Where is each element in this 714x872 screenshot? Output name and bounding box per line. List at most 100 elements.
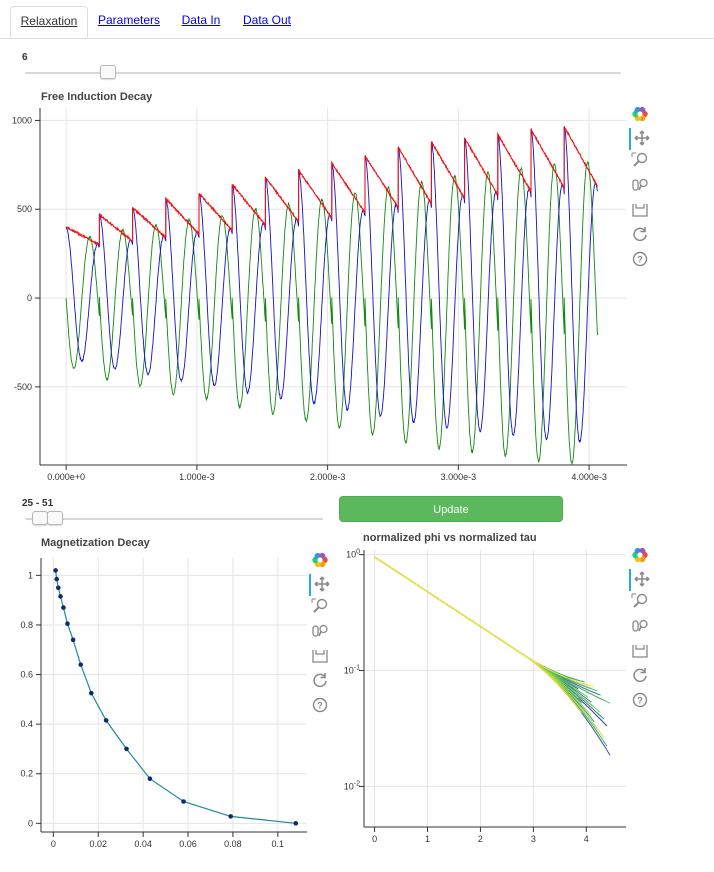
norm-curve — [374, 556, 585, 683]
fid-imag-series — [65, 160, 598, 465]
fid-lines — [65, 126, 598, 465]
mag-data-point — [181, 799, 186, 804]
x-tick-label: 0 — [51, 839, 56, 848]
save-icon[interactable] — [629, 641, 653, 663]
mag-data-point — [88, 690, 94, 696]
mag-data-point — [103, 718, 109, 723]
x-tick-label: 2 — [478, 834, 483, 844]
x-tick-label: 1 — [425, 834, 430, 844]
mag-data-point — [147, 776, 153, 781]
range-slider-track[interactable] — [25, 518, 323, 520]
reset-icon[interactable] — [629, 224, 653, 246]
pan-icon[interactable] — [629, 569, 655, 591]
update-button[interactable]: Update — [339, 496, 563, 522]
norm-plot-title: normalized phi vs normalized tau — [363, 532, 537, 544]
top-slider-value: 6 — [22, 52, 28, 63]
x-tick-label: 3 — [531, 834, 536, 844]
x-tick-label: 4.000e-3 — [571, 472, 607, 482]
norm-curve — [374, 556, 605, 738]
top-slider-track[interactable] — [25, 72, 621, 74]
x-tick-label: 0.08 — [224, 839, 242, 848]
help-icon[interactable]: ? — [629, 249, 653, 271]
mag-data-point — [65, 621, 70, 627]
norm-grid — [364, 550, 626, 827]
y-tick-label: 0.4 — [20, 719, 33, 729]
x-tick-label: 0.06 — [179, 839, 197, 848]
mag-data-point — [228, 814, 233, 819]
norm-plot[interactable]: 0 1 2 3 4 100 10-1 10-2 — [330, 540, 630, 850]
box-zoom-icon[interactable] — [629, 591, 653, 613]
save-icon[interactable] — [629, 200, 653, 222]
y-tick-label: 10-1 — [344, 665, 360, 676]
pan-icon[interactable] — [309, 574, 335, 596]
range-slider-value: 25 - 51 — [22, 498, 54, 509]
tab-bar: Relaxation Parameters Data In Data Out — [0, 0, 714, 39]
help-icon[interactable]: ? — [629, 690, 653, 712]
fid-axes: 0.000e+0 1.000e-3 2.000e-3 3.000e-3 4.000e-3… — [12, 108, 627, 482]
save-icon[interactable] — [309, 646, 333, 668]
norm-curve — [374, 556, 608, 747]
mag-data-point — [58, 594, 63, 599]
mag-lines — [53, 568, 299, 826]
x-tick-label: 2.000e-3 — [310, 472, 346, 482]
x-tick-label: 0.1 — [272, 839, 285, 848]
reset-icon[interactable] — [629, 665, 653, 687]
norm-curve — [374, 556, 595, 723]
norm-curve — [374, 556, 595, 688]
y-tick-label: 1000 — [12, 115, 32, 125]
x-tick-label: 0.000e+0 — [47, 472, 85, 482]
y-tick-label: 10-2 — [344, 780, 360, 791]
norm-curve — [374, 556, 598, 730]
norm-curve — [374, 556, 589, 686]
bokeh-logo-icon[interactable] — [629, 104, 653, 126]
tab-parameters[interactable]: Parameters — [97, 13, 161, 27]
wheel-zoom-icon[interactable] — [629, 175, 653, 197]
norm-curve — [374, 556, 592, 716]
norm-curve — [374, 556, 592, 690]
fid-plot[interactable]: 0.000e+0 1.000e-3 2.000e-3 3.000e-3 4.000e-3… — [0, 100, 630, 485]
norm-axes: 0 1 2 3 4 100 10-1 10-2 — [344, 549, 626, 844]
norm-curve — [374, 556, 586, 709]
mag-data-point — [55, 585, 61, 591]
mag-data-point — [124, 746, 129, 752]
x-tick-label: 0.02 — [89, 839, 107, 848]
pan-icon[interactable] — [629, 128, 655, 150]
bokeh-logo-icon[interactable] — [309, 550, 333, 572]
fid-magnitude-series — [65, 126, 598, 247]
range-slider-start-handle[interactable] — [31, 511, 48, 525]
y-tick-label: 100 — [346, 549, 360, 560]
x-tick-label: 3.000e-3 — [441, 472, 477, 482]
wheel-zoom-icon[interactable] — [309, 621, 333, 643]
bokeh-logo-icon[interactable] — [629, 545, 653, 567]
mag-data-point — [53, 568, 58, 573]
range-slider-end-handle[interactable] — [46, 511, 63, 525]
y-tick-label: 500 — [17, 204, 32, 214]
wheel-zoom-icon[interactable] — [629, 616, 653, 638]
box-zoom-icon[interactable] — [629, 150, 653, 172]
reset-icon[interactable] — [309, 670, 333, 692]
norm-curve — [374, 556, 582, 714]
tab-data-in[interactable]: Data In — [181, 13, 221, 27]
y-tick-label: 0.2 — [20, 769, 33, 779]
mag-data-point — [293, 821, 299, 826]
mag-data-point — [78, 662, 84, 667]
norm-curve — [374, 556, 579, 681]
y-tick-label: 0.6 — [20, 670, 33, 680]
mag-data-point — [54, 576, 60, 582]
norm-lines — [374, 556, 611, 756]
norm-curve — [374, 556, 601, 696]
y-tick-label: 0 — [28, 818, 33, 828]
mag-plot-title: Magnetization Decay — [41, 537, 150, 549]
tab-data-out[interactable]: Data Out — [242, 13, 292, 27]
tab-relaxation[interactable]: Relaxation — [10, 6, 88, 38]
mag-plot[interactable]: 0 0.02 0.04 0.06 0.08 0.1 0 0.2 0.4 0.6 0.8 1 — [0, 548, 310, 848]
svg-text:?: ? — [317, 701, 323, 711]
mag-data-point — [61, 605, 66, 610]
help-icon[interactable]: ? — [309, 695, 333, 717]
y-tick-label: 0 — [27, 293, 32, 303]
box-zoom-icon[interactable] — [309, 596, 333, 618]
svg-text:?: ? — [637, 255, 643, 265]
top-slider-handle[interactable] — [100, 65, 117, 79]
fid-plot-title: Free Induction Decay — [41, 91, 153, 103]
x-tick-label: 4 — [584, 834, 589, 844]
